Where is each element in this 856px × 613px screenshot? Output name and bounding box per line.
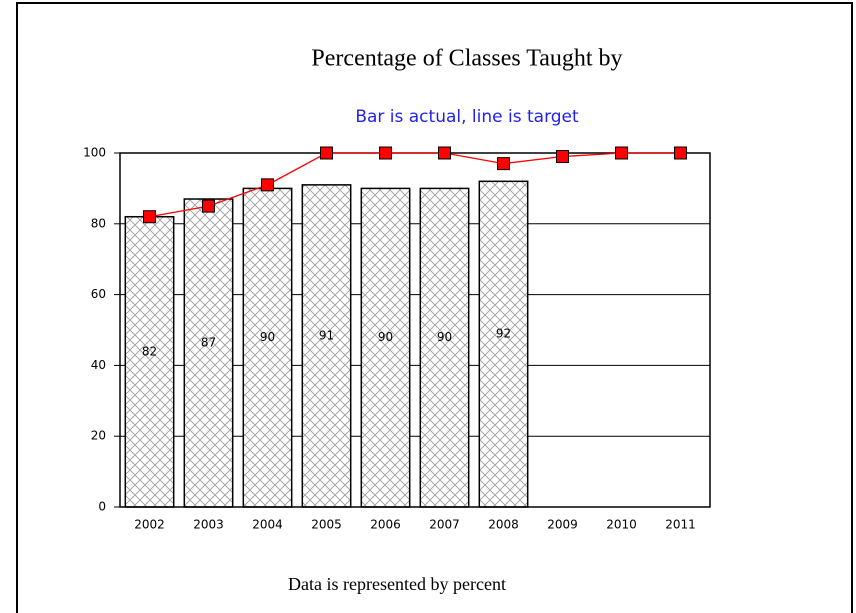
chart-subtitle: Bar is actual, line is target <box>355 107 579 127</box>
marker <box>320 146 333 160</box>
y-tick-label: 40 <box>91 358 106 372</box>
x-tick-label: 2009 <box>547 518 578 532</box>
x-tick-label: 2011 <box>665 518 696 532</box>
data-label: 90 <box>378 330 393 344</box>
y-tick-label: 80 <box>91 216 106 230</box>
marker <box>615 146 628 160</box>
data-label: 82 <box>142 344 157 358</box>
x-tick-label: 2006 <box>370 518 401 532</box>
marker <box>379 146 392 160</box>
marker <box>497 157 510 171</box>
x-tick-label: 2005 <box>311 518 342 532</box>
x-tick-label: 2008 <box>488 518 519 532</box>
marker <box>202 199 215 213</box>
data-label: 87 <box>201 336 216 350</box>
y-tick-label: 20 <box>91 429 106 443</box>
x-tick-label: 2004 <box>252 518 283 532</box>
bar <box>242 187 293 508</box>
marker <box>261 178 274 192</box>
data-label: 92 <box>496 327 511 341</box>
x-tick-label: 2007 <box>429 518 460 532</box>
x-tick-label: 2003 <box>193 518 224 532</box>
chart-title: Percentage of Classes Taught by <box>311 46 622 72</box>
bar <box>301 184 352 508</box>
target-line <box>149 152 681 218</box>
marker <box>556 150 569 164</box>
footer: Data is represented by percent <box>288 574 506 594</box>
data-label: 90 <box>437 330 452 344</box>
y-tick-label: 60 <box>91 287 106 301</box>
bar <box>419 187 470 508</box>
marker <box>674 146 687 160</box>
marker <box>143 210 156 224</box>
y-tick-label: 100 <box>83 146 106 160</box>
bar <box>360 187 411 508</box>
bar <box>478 180 529 508</box>
frame <box>16 2 853 613</box>
data-label: 90 <box>260 330 275 344</box>
x-tick-label: 2002 <box>134 518 165 532</box>
marker <box>438 146 451 160</box>
x-tick-label: 2010 <box>606 518 637 532</box>
bar <box>183 198 234 508</box>
bar <box>124 215 175 508</box>
y-tick-label: 0 <box>98 500 106 514</box>
data-label: 91 <box>319 328 334 342</box>
